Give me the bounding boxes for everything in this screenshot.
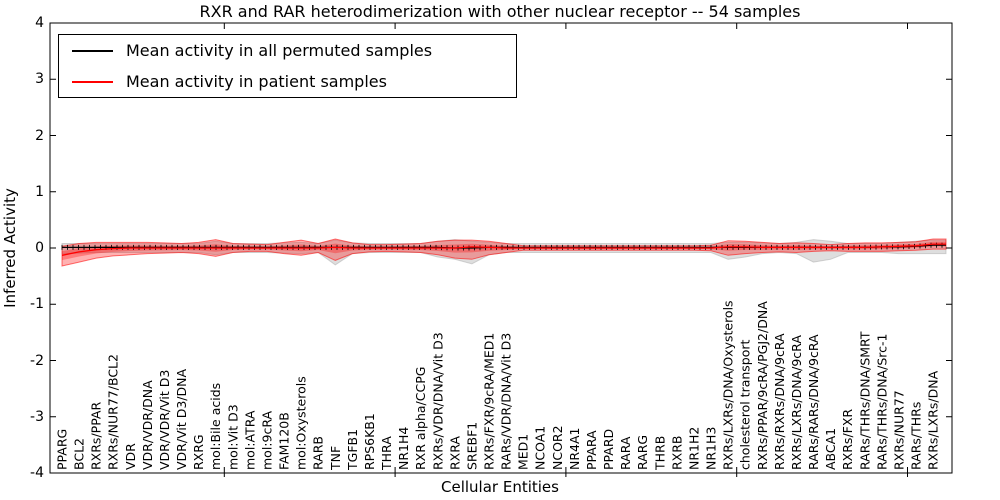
x-tick-label: mol:ATRA [242, 410, 257, 470]
x-tick-label: NR4A1 [567, 428, 582, 471]
x-tick-label: NR1H2 [687, 427, 702, 470]
x-tick-label: RARs/THRs [909, 402, 924, 470]
x-tick-label: VDR [123, 443, 138, 470]
x-tick-label: BCL2 [72, 438, 87, 470]
x-tick-label: NCOA1 [533, 426, 548, 470]
x-tick-label: RARG [635, 435, 650, 470]
axis-ticks [50, 22, 952, 477]
x-tick-label: PPARD [601, 429, 616, 470]
y-tick-label: 0 [35, 240, 44, 256]
x-tick-label: RXR alpha/CCPG [413, 367, 428, 470]
x-tick-label: THRA [379, 436, 394, 471]
y-tick-label: -4 [30, 465, 44, 481]
legend-item-permuted: Mean activity in all permuted samples [59, 35, 516, 66]
x-tick-label: NR1H4 [396, 427, 411, 470]
x-tick-label: RXRs/LXRs/DNA/9cRA [789, 335, 804, 470]
x-tick-label: NR1H3 [704, 427, 719, 470]
x-tick-label: cholesterol transport [738, 339, 753, 470]
x-tick-label: RXRs/PPAR/9cRA/PGJ2/DNA [755, 301, 770, 470]
x-tick-label: RPS6KB1 [362, 413, 377, 470]
legend-label-patient: Mean activity in patient samples [126, 72, 387, 91]
x-tick-label: RARs/THRs/DNA/Src-1 [874, 334, 889, 470]
x-tick-label: RXRs/PPAR [89, 402, 104, 470]
x-tick-label: RXRB [669, 435, 684, 470]
x-tick-label: RXRs/FXR/9cRA/MED1 [482, 333, 497, 470]
permuted-uncertainty-band [61, 239, 947, 266]
x-tick-label: THRB [652, 436, 667, 471]
x-tick-label: SREBF1 [464, 422, 479, 470]
y-tick-label: -2 [30, 352, 44, 369]
x-tick-label: RARB [311, 436, 326, 470]
x-tick-label: RXRs/NUR77 [891, 390, 906, 470]
x-tick-label: RXRG [191, 434, 206, 470]
x-tick-label: RXRs/RXRs/DNA/9cRA [772, 333, 787, 470]
legend-item-patient: Mean activity in patient samples [59, 66, 516, 97]
x-tick-label: RXRs/LXRs/DNA [926, 370, 941, 470]
patient-uncertainty-band [61, 238, 947, 267]
x-tick-label: RARs/RARs/DNA/9cRA [806, 334, 821, 470]
patient-mean-line [61, 243, 946, 256]
chart-title: RXR and RAR heterodimerization with othe… [199, 2, 801, 21]
x-tick-label: PPARA [584, 430, 599, 470]
permuted-line-swatch [72, 49, 113, 52]
y-tick-label: 3 [35, 71, 44, 88]
y-tick-label: -1 [30, 296, 44, 313]
x-tick-label: RXRs/FXR [840, 409, 855, 470]
x-tick-label: FAM120B [277, 412, 292, 470]
x-tick-label: PPARG [55, 429, 70, 470]
x-tick-label: RARA [618, 436, 633, 470]
patient-inner-band [62, 241, 946, 261]
x-tick-label: mol:Vit D3 [225, 404, 240, 470]
legend-label-permuted: Mean activity in all permuted samples [126, 41, 433, 60]
y-tick-label: -3 [30, 408, 44, 425]
y-tick-label: 1 [35, 183, 44, 200]
x-tick-label: VDR/VDR/DNA [140, 380, 155, 470]
x-tick-label: VDR/VDR/Vit D3 [157, 370, 172, 470]
patient-line-swatch [72, 80, 113, 83]
x-tick-label: mol:Oxysterols [294, 376, 309, 470]
x-tick-label: NCOR2 [550, 425, 565, 470]
x-tick-label: RXRA [447, 436, 462, 470]
x-tick-label: TGFB1 [345, 429, 360, 471]
x-tick-label: RARs/VDR/DNA/Vit D3 [499, 333, 514, 470]
y-tick-label: 4 [35, 15, 44, 31]
legend: Mean activity in all permuted samples Me… [58, 34, 517, 98]
y-tick-label: 2 [35, 127, 44, 144]
x-tick-label: ABCA1 [823, 428, 838, 470]
x-tick-label: TNF [328, 446, 343, 471]
x-tick-label: RXRs/VDR/DNA/Vit D3 [430, 332, 445, 470]
x-tick-label: RARs/THRs/DNA/SMRT [857, 331, 872, 470]
x-tick-label: mol:Bile acids [208, 383, 223, 470]
x-tick-label: RXRs/NUR77/BCL2 [106, 354, 121, 470]
x-tick-label: mol:9cRA [260, 410, 275, 470]
x-tick-label: RXRs/LXRs/DNA/Oxysterols [721, 300, 736, 470]
x-tick-label: VDR/Vit D3/DNA [174, 369, 189, 470]
x-tick-label: MED1 [516, 434, 531, 470]
x-axis-label: Cellular Entities [441, 478, 559, 496]
